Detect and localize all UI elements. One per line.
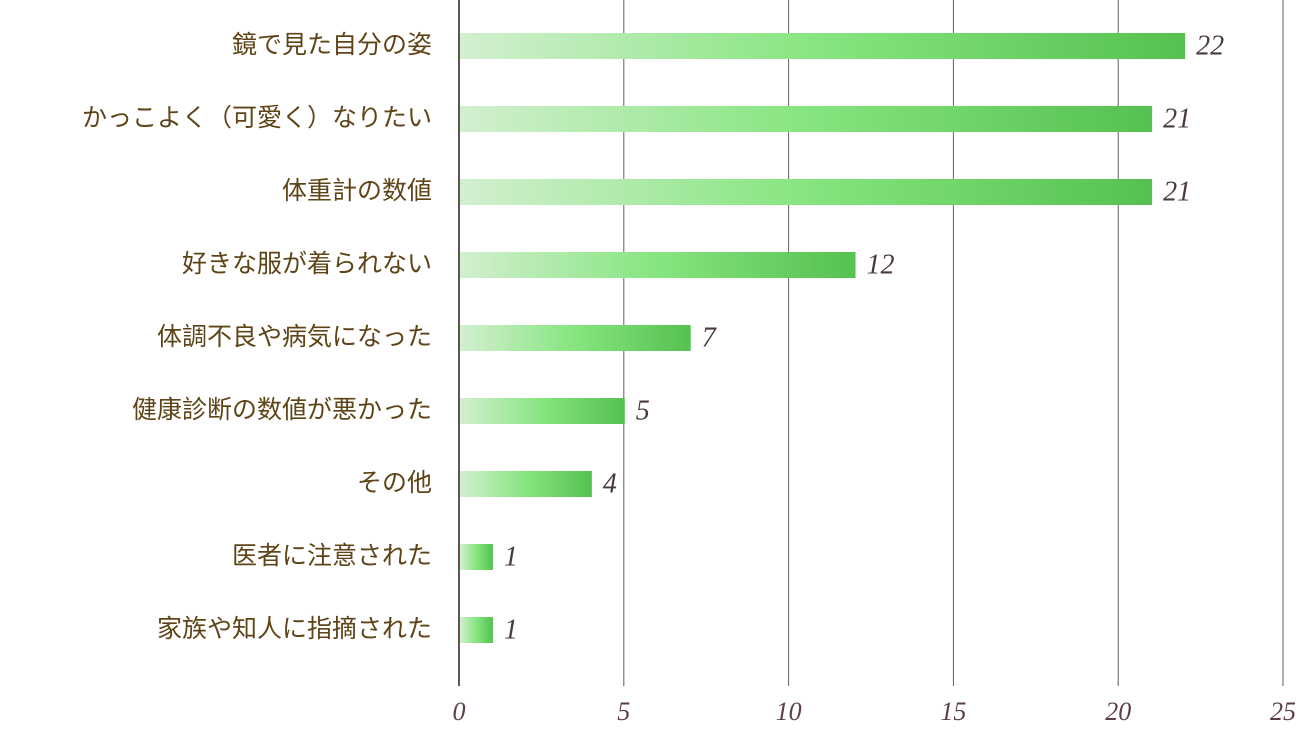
y-tick-label: 健康診断の数値が悪かった: [132, 395, 432, 424]
y-tick-label: 体調不良や病気になった: [157, 322, 432, 351]
bar: [460, 33, 1186, 59]
value-label: 12: [867, 249, 895, 280]
value-label: 21: [1163, 103, 1191, 134]
x-tick-label: 0: [453, 697, 466, 726]
bar: [460, 179, 1153, 205]
value-label: 22: [1196, 30, 1224, 61]
x-tick-label: 25: [1270, 697, 1296, 726]
y-tick-label: 医者に注意された: [232, 541, 432, 570]
bar: [460, 544, 493, 570]
y-tick-label: 体重計の数値: [282, 176, 432, 205]
bar: [460, 252, 856, 278]
y-tick-label: 好きな服が着られない: [182, 249, 432, 278]
value-label: 21: [1163, 176, 1191, 207]
y-tick-label: 鏡で見た自分の姿: [232, 30, 432, 59]
x-tick-label: 10: [776, 697, 802, 726]
bar: [460, 398, 625, 424]
value-label: 1: [504, 614, 518, 645]
x-tick-label: 20: [1105, 697, 1131, 726]
x-tick-label: 15: [940, 697, 966, 726]
value-label: 5: [636, 395, 650, 426]
bar: [460, 617, 493, 643]
y-tick-label: その他: [357, 468, 432, 497]
value-label: 4: [603, 468, 617, 499]
bar: [460, 325, 691, 351]
x-tick-label: 5: [617, 697, 630, 726]
y-tick-label: 家族や知人に指摘された: [157, 614, 432, 643]
y-tick-label: かっこよく（可愛く）なりたい: [82, 103, 432, 132]
value-label: 1: [504, 541, 518, 572]
bar: [460, 471, 592, 497]
bar: [460, 106, 1153, 132]
value-label: 7: [702, 322, 717, 353]
